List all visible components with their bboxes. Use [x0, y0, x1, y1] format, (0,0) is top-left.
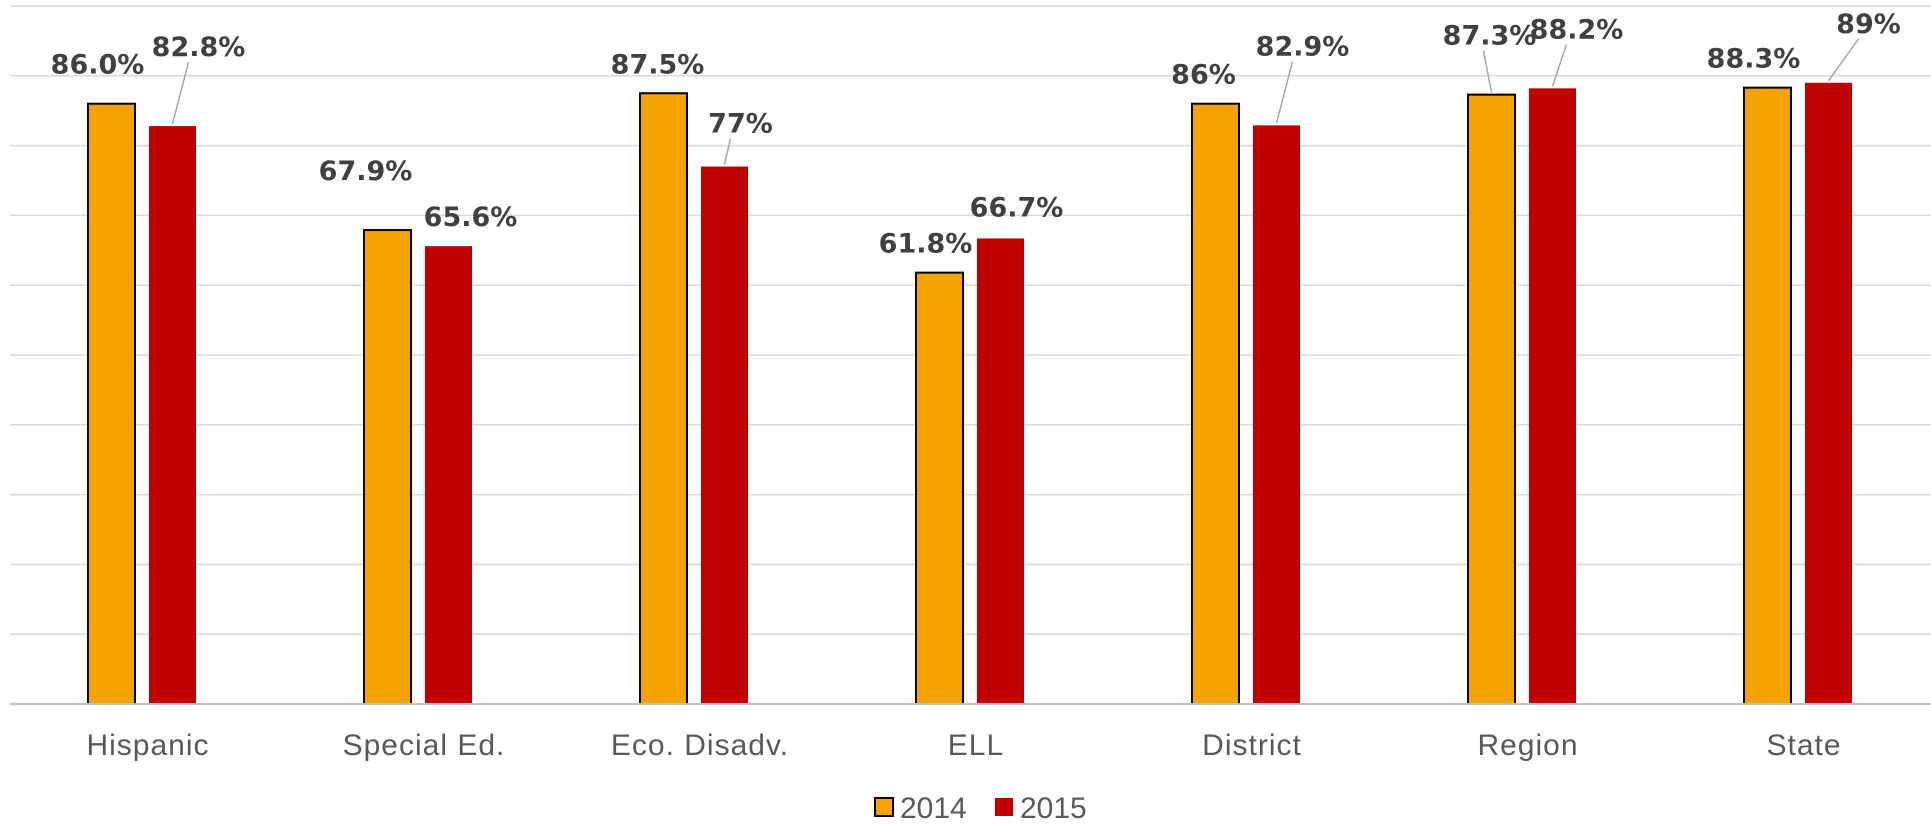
bar-2015-hispanic — [149, 126, 196, 704]
gridlines — [10, 5, 1931, 635]
data-label-leaders — [171, 38, 1860, 165]
leader-line — [1827, 38, 1860, 82]
bar-2014-region — [1467, 93, 1516, 705]
bar-2014-district — [1191, 102, 1240, 706]
category-label: Eco. Disadv. — [611, 729, 789, 762]
bars — [87, 82, 1852, 706]
data-label-2015: 89% — [1836, 9, 1901, 40]
data-labels: 86.0%82.8% 67.9% 65.6% 87.5%77% 61.8% 66.7% 86… — [51, 9, 1901, 260]
bar-2015-special-ed — [425, 246, 472, 704]
data-label-2014: 67.9% — [319, 156, 413, 187]
category-label: Hispanic — [86, 729, 209, 762]
leader-line — [1482, 50, 1493, 93]
legend: 2014 2015 — [874, 792, 1087, 824]
leader-line — [171, 61, 190, 125]
data-label-2014: 87.3% — [1443, 21, 1537, 52]
leader-line — [1551, 44, 1568, 87]
legend-swatch-2015 — [995, 798, 1013, 816]
bar-2014-special-ed — [363, 229, 412, 705]
data-label-2014: 86.0% — [51, 50, 145, 81]
category-label: ELL — [948, 729, 1004, 762]
category-label: Special Ed. — [343, 729, 506, 762]
category-label: Region — [1477, 729, 1578, 762]
legend-label-2015: 2015 — [1020, 792, 1087, 824]
data-label-2014: 86% — [1171, 60, 1236, 91]
bar-2014-hispanic — [87, 102, 136, 706]
data-label-2015: 65.6% — [424, 202, 518, 233]
category-label: District — [1202, 729, 1302, 762]
legend-label-2014: 2014 — [900, 792, 967, 824]
bar-2015-state — [1805, 82, 1852, 704]
data-label-2014: 87.5% — [611, 49, 705, 80]
bar-2015-ell — [977, 238, 1024, 704]
leader-line — [1275, 61, 1294, 124]
bar-2015-district — [1253, 125, 1300, 704]
category-labels: Hispanic Special Ed. Eco. Disadv. ELL Distri… — [86, 729, 1841, 762]
data-label-2015: 88.2% — [1530, 14, 1624, 45]
bar-2015-region — [1529, 88, 1576, 704]
data-label-2015: 77% — [708, 109, 773, 140]
data-label-2015: 82.9% — [1256, 31, 1350, 62]
data-label-2014: 88.3% — [1707, 44, 1801, 75]
legend-swatch-2014 — [874, 797, 894, 817]
data-label-2015: 82.8% — [152, 32, 246, 63]
bar-2014-ell — [915, 271, 964, 705]
data-label-2014: 61.8% — [879, 229, 973, 260]
bar-2015-eco-disadv — [701, 166, 748, 705]
bar-2014-state — [1743, 86, 1792, 705]
data-label-2015: 66.7% — [970, 192, 1064, 223]
leader-line — [723, 138, 732, 165]
category-label: State — [1766, 729, 1841, 762]
bar-2014-eco-disadv — [639, 92, 688, 705]
